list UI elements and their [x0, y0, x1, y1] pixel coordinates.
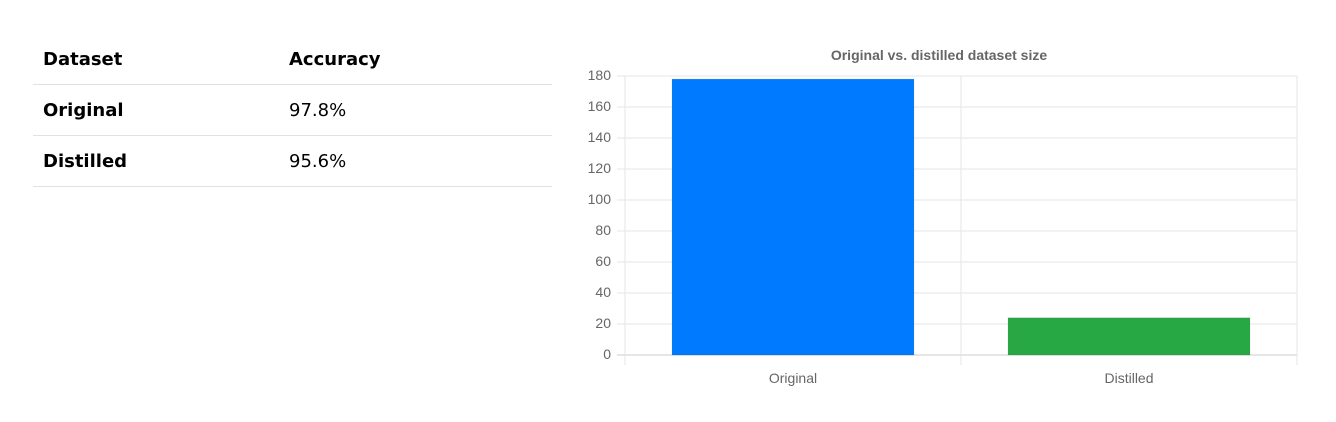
y-tick-label: 40: [595, 284, 611, 300]
y-tick-label: 0: [603, 346, 611, 362]
y-tick-label: 100: [588, 191, 612, 207]
bar-original: [671, 78, 915, 356]
table-header-row: Dataset Accuracy: [33, 34, 552, 85]
y-tick-label: 180: [588, 67, 612, 83]
x-tick-label: Distilled: [1104, 370, 1153, 386]
y-tick-label: 120: [588, 160, 612, 176]
bar-chart-svg: Original vs. distilled dataset size 0 20 4…: [588, 47, 1298, 386]
table-row: Distilled 95.6%: [33, 135, 552, 187]
y-tick-label: 20: [595, 315, 611, 331]
y-tick-label: 60: [595, 253, 611, 269]
bar-layer: [671, 78, 1251, 356]
chart-title: Original vs. distilled dataset size: [831, 47, 1048, 63]
axis-layer: 0 20 40 60 80 100 120 140 160 180 Original Distille…: [588, 67, 1154, 386]
dataset-name-cell: Original: [33, 84, 279, 136]
accuracy-table: Dataset Accuracy Original 97.8% Distille…: [33, 34, 552, 187]
accuracy-cell: 95.6%: [279, 135, 552, 187]
header-dataset: Dataset: [33, 34, 279, 85]
bar-distilled: [1007, 317, 1251, 356]
y-tick-label: 140: [588, 129, 612, 145]
x-tick-label: Original: [769, 370, 817, 386]
table-row: Original 97.8%: [33, 84, 552, 136]
accuracy-table-container: Dataset Accuracy Original 97.8% Distille…: [33, 34, 552, 187]
y-tick-label: 160: [588, 98, 612, 114]
dataset-size-chart: Original vs. distilled dataset size 0 20 4…: [570, 36, 1310, 401]
dataset-name-cell: Distilled: [33, 135, 279, 187]
header-accuracy: Accuracy: [279, 34, 552, 85]
accuracy-cell: 97.8%: [279, 84, 552, 136]
y-tick-label: 80: [595, 222, 611, 238]
